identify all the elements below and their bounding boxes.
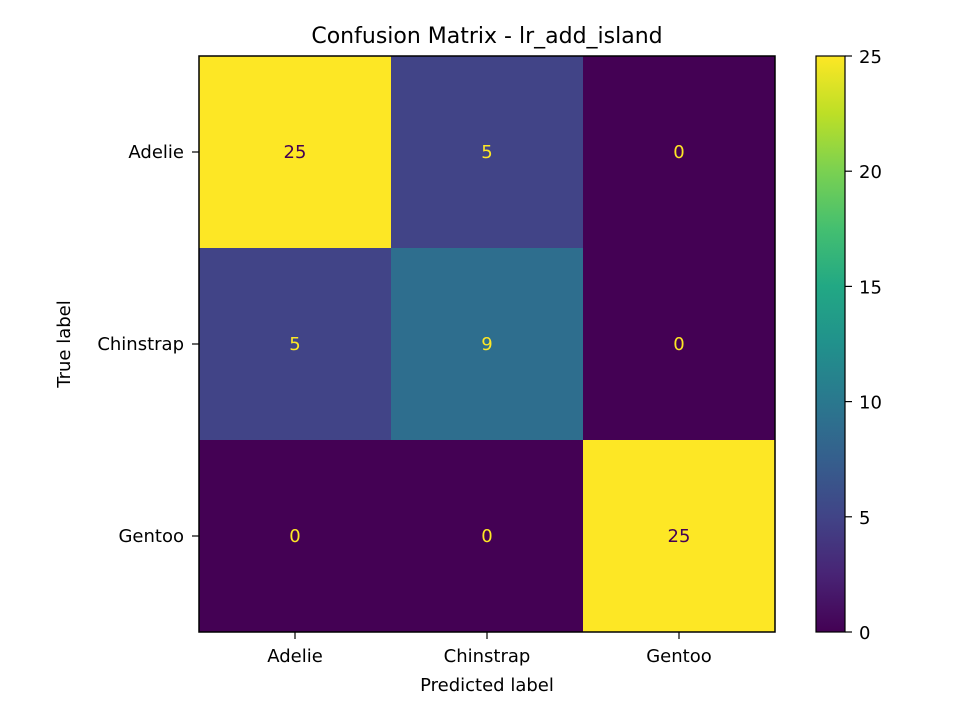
x-axis-title: Predicted label <box>420 675 554 696</box>
colorbar-tick-label: 15 <box>859 277 882 298</box>
colorbar-ticks: 0 5 10 15 20 25 <box>845 47 882 644</box>
x-tick-label: Gentoo <box>646 646 712 667</box>
y-tick-label: Chinstrap <box>97 334 184 355</box>
cell-value-label: 5 <box>289 334 300 355</box>
heatmap-cell <box>583 248 776 441</box>
heatmap-cell <box>199 248 392 441</box>
colorbar-tick-label: 25 <box>859 47 882 68</box>
cell-value-label: 0 <box>673 334 684 355</box>
y-axis-ticks: Adelie Chinstrap Gentoo <box>97 142 199 547</box>
heatmap-cell <box>199 440 392 633</box>
heatmap-cell <box>199 56 392 249</box>
heatmap-cell <box>583 440 776 633</box>
cell-value-label: 0 <box>481 526 492 547</box>
x-tick-label: Chinstrap <box>444 646 531 667</box>
heatmap-cell <box>391 56 584 249</box>
cell-value-label: 9 <box>481 334 492 355</box>
heatmap-cell <box>391 248 584 441</box>
cell-value-label: 0 <box>289 526 300 547</box>
x-axis-ticks: Adelie Chinstrap Gentoo <box>267 632 712 667</box>
y-axis-title: True label <box>54 300 75 389</box>
heatmap-cell <box>583 56 776 249</box>
colorbar-tick-label: 20 <box>859 162 882 183</box>
cell-value-label: 25 <box>668 526 691 547</box>
chart-title: Confusion Matrix - lr_add_island <box>311 24 662 49</box>
heatmap-cell-labels: 25 5 0 5 9 0 0 0 25 <box>284 142 691 547</box>
y-tick-label: Gentoo <box>118 526 184 547</box>
colorbar <box>815 55 846 633</box>
y-tick-label: Adelie <box>128 142 184 163</box>
colorbar-tick-label: 0 <box>859 623 870 644</box>
cell-value-label: 5 <box>481 142 492 163</box>
cell-value-label: 0 <box>673 142 684 163</box>
cell-value-label: 25 <box>284 142 307 163</box>
colorbar-tick-label: 10 <box>859 393 882 414</box>
heatmap-cells <box>199 56 776 633</box>
colorbar-tick-label: 5 <box>859 508 870 529</box>
heatmap-cell <box>391 440 584 633</box>
x-tick-label: Adelie <box>267 646 323 667</box>
